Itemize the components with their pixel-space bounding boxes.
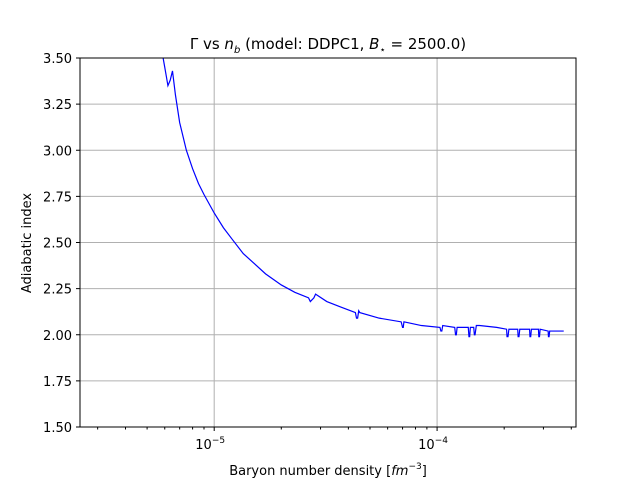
axis-ticks: 1.50 1.75 2.00 2.25 2.50 2.75 3.00 3.25 3.50 10−5…	[43, 52, 572, 453]
y-tick-label: 1.75	[43, 375, 72, 390]
y-tick-label: 2.25	[43, 283, 72, 298]
x-tick-label: 10−4	[418, 436, 448, 453]
y-tick-label: 2.75	[43, 190, 72, 205]
y-axis-label: Adiabatic index	[20, 193, 35, 294]
y-tick-label: 2.00	[43, 329, 72, 344]
y-tick-label: 3.25	[43, 98, 72, 113]
plot-area	[162, 58, 564, 338]
chart-title: Γ vs nb (model: DDPC1, B⋆ = 2500.0)	[190, 35, 466, 56]
x-axis-label: Baryon number density [fm−3]	[229, 462, 427, 479]
x-tick-label: 10−5	[195, 436, 225, 453]
y-tick-label: 3.00	[43, 144, 72, 159]
y-tick-label: 3.50	[43, 52, 72, 67]
y-tick-label: 1.50	[43, 421, 72, 436]
series-line	[162, 58, 564, 338]
y-tick-label: 2.50	[43, 237, 72, 252]
